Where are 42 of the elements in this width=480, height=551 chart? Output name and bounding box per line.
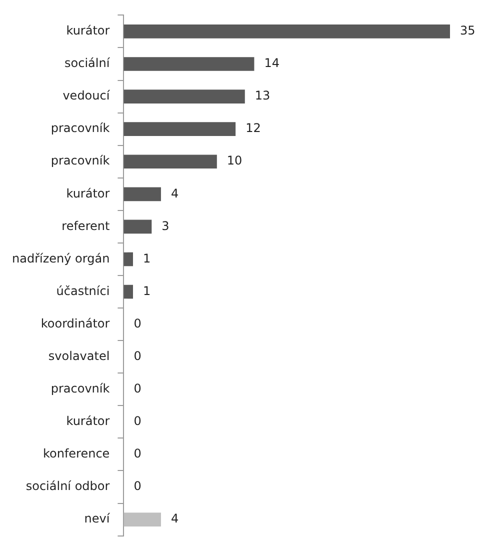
data-label: 0 bbox=[134, 414, 142, 428]
data-label: 3 bbox=[162, 218, 170, 233]
y-tick-label: kurátor bbox=[66, 24, 110, 38]
bar bbox=[124, 284, 134, 299]
data-label: 10 bbox=[226, 154, 242, 168]
y-tick-label: pracovník bbox=[50, 154, 110, 168]
data-label: 12 bbox=[246, 121, 261, 136]
bar bbox=[124, 187, 161, 202]
data-label: 0 bbox=[134, 316, 142, 330]
y-tick-label: sociální bbox=[64, 56, 110, 70]
data-label: 4 bbox=[170, 186, 179, 200]
data-label: 1 bbox=[143, 251, 151, 266]
y-tick-label: kurátor bbox=[66, 186, 110, 200]
y-tick-label: účastníci bbox=[56, 284, 110, 298]
bar bbox=[124, 24, 450, 38]
bar bbox=[124, 122, 236, 136]
y-tick-label: konference bbox=[42, 446, 110, 461]
data-label: 35 bbox=[460, 24, 476, 38]
bar bbox=[124, 57, 254, 71]
data-label: 14 bbox=[264, 56, 280, 70]
y-tick-label: neví bbox=[84, 512, 110, 526]
data-label: 4 bbox=[170, 512, 179, 526]
data-label: 0 bbox=[134, 382, 142, 396]
bar bbox=[124, 220, 152, 234]
y-tick-label: svolavatel bbox=[48, 348, 110, 363]
data-label: 1 bbox=[143, 284, 151, 298]
y-tick-label: nadřízený orgán bbox=[12, 251, 110, 266]
y-tick-label: referent bbox=[62, 218, 110, 233]
y-tick-label: kurátor bbox=[66, 414, 110, 428]
data-label: 0 bbox=[134, 348, 142, 363]
bar bbox=[124, 90, 245, 104]
data-label: 0 bbox=[134, 446, 142, 461]
bar bbox=[124, 154, 217, 169]
y-tick-label: sociální odbor bbox=[26, 479, 110, 494]
y-tick-label: pracovník bbox=[50, 121, 110, 136]
data-label: 13 bbox=[254, 88, 270, 103]
bar bbox=[124, 252, 134, 266]
y-tick-label: koordinátor bbox=[40, 316, 110, 330]
y-tick-label: vedoucí bbox=[62, 88, 110, 103]
bar bbox=[124, 512, 161, 526]
y-tick-label: pracovník bbox=[50, 382, 110, 396]
data-label: 0 bbox=[134, 479, 142, 494]
